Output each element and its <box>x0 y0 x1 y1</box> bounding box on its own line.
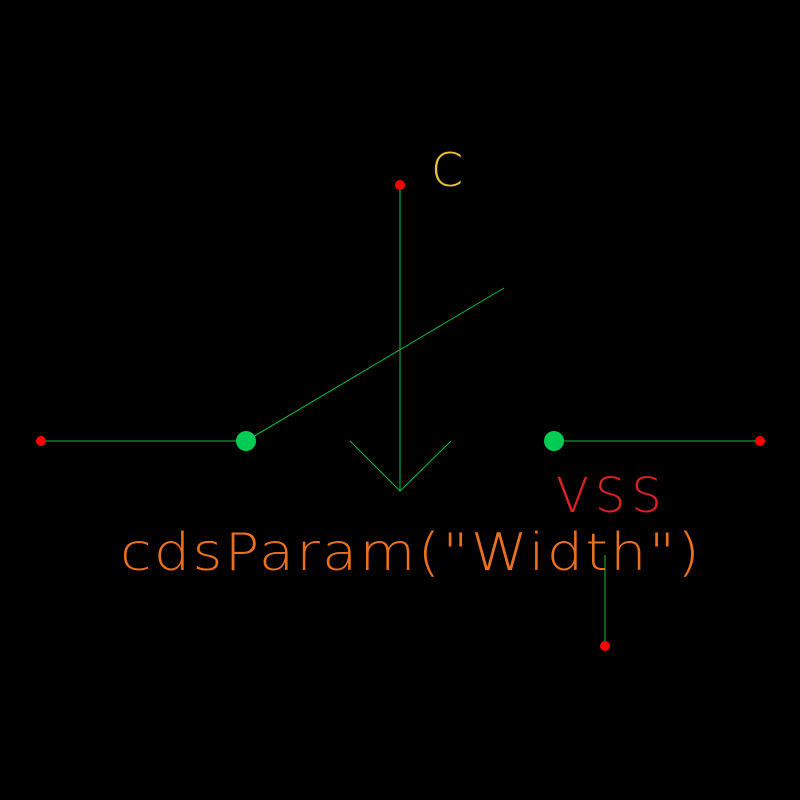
parameter-label: cdsParam("Width") <box>120 523 702 583</box>
switch-right-contact[interactable] <box>544 431 564 451</box>
right-terminal-dot[interactable] <box>755 436 765 446</box>
switch-left-contact[interactable] <box>236 431 256 451</box>
control-pin-label: C <box>431 143 463 197</box>
control-arrow-head <box>349 440 452 492</box>
vss-terminal-dot[interactable] <box>600 641 610 651</box>
vss-pin-label: VSS <box>556 468 668 524</box>
left-terminal-dot[interactable] <box>36 436 46 446</box>
switch-blade <box>245 287 505 442</box>
control-terminal-dot[interactable] <box>395 180 405 190</box>
